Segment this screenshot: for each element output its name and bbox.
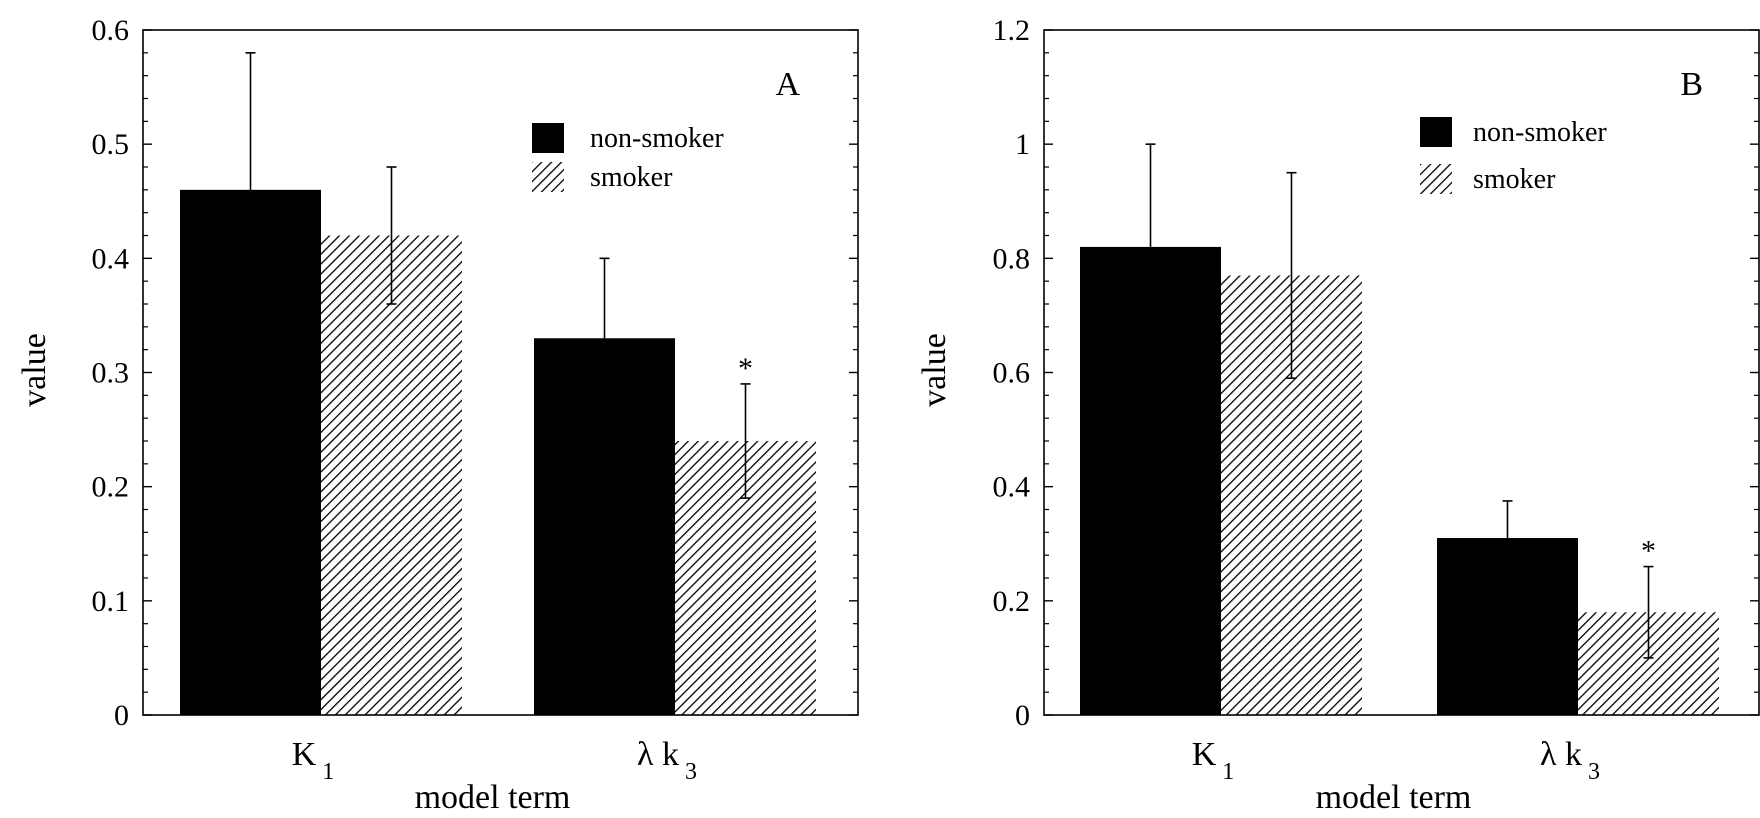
bar-non-smoker-0 [180, 189, 321, 716]
y-tick-label: 0.2 [92, 471, 130, 504]
x-tick-label-main: λ k [1540, 736, 1582, 773]
x-axis-label: model term [415, 779, 571, 813]
x-tick-label-subscript: 3 [685, 759, 697, 785]
legend-label-non-smoker: non-smoker [1473, 117, 1607, 148]
y-tick-label: 0.5 [92, 128, 130, 161]
y-tick-label: 1 [1015, 128, 1030, 161]
x-tick-label-subscript: 3 [1588, 759, 1600, 785]
chart-panel-a: * 0 0.1 0.2 0.3 0.4 0.5 0.6 K 1 λ k 3 model term valu… [16, 14, 859, 816]
legend-label-smoker: smoker [1473, 164, 1556, 195]
y-tick-label: 0.4 [92, 242, 130, 275]
panel-label: B [1680, 66, 1703, 103]
y-tick-label: 1.2 [993, 14, 1031, 47]
y-axis-label: value [16, 333, 53, 407]
legend: non-smoker smoker [1420, 117, 1607, 195]
legend-swatch-non-smoker [1420, 117, 1452, 147]
y-tick-label: 0.3 [92, 357, 130, 390]
x-axis-label: model term [1316, 779, 1472, 813]
significance-marker: * [738, 352, 753, 385]
y-tick-label: 0 [114, 699, 129, 732]
legend-swatch-non-smoker [532, 123, 564, 153]
x-tick-label-subscript: 1 [1222, 759, 1234, 785]
legend-swatch-smoker [1420, 164, 1452, 194]
y-tick-label: 0.8 [993, 242, 1031, 275]
legend-label-non-smoker: non-smoker [590, 123, 724, 154]
x-tick-label-main: λ k [637, 736, 679, 773]
bar-non-smoker-1 [534, 338, 675, 715]
y-axis-label: value [916, 333, 953, 407]
x-tick-label-main: K [1192, 736, 1217, 773]
y-tick-label: 0.2 [993, 585, 1031, 618]
bar-non-smoker-1 [1437, 538, 1578, 715]
x-tick-label-main: K [292, 736, 317, 773]
y-tick-label: 0.4 [993, 471, 1031, 504]
panel-label: A [775, 66, 800, 103]
y-tick-label: 0.6 [92, 14, 130, 47]
bar-non-smoker-0 [1080, 246, 1221, 715]
legend: non-smoker smoker [532, 123, 724, 193]
y-tick-label: 0 [1015, 699, 1030, 732]
x-tick-label-subscript: 1 [322, 759, 334, 785]
y-tick-label: 0.6 [993, 357, 1031, 390]
legend-swatch-smoker [532, 162, 564, 192]
legend-label-smoker: smoker [590, 162, 673, 193]
bar-smoker-0 [321, 235, 462, 715]
significance-marker: * [1641, 535, 1656, 568]
y-tick-label: 0.1 [92, 585, 130, 618]
